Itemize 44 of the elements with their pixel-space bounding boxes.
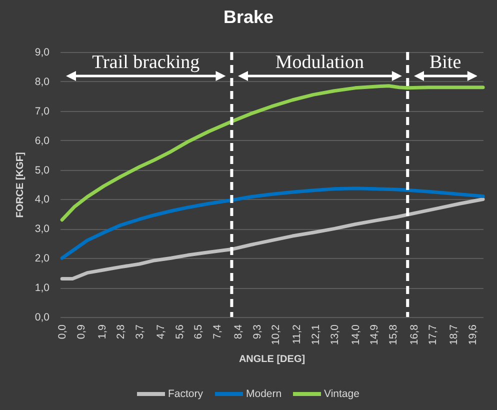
annotation: Bite bbox=[429, 52, 462, 73]
line-series bbox=[60, 186, 485, 260]
x-tick-label: 7,4 bbox=[212, 324, 224, 340]
y-tick-label: 5,0 bbox=[34, 164, 50, 176]
annotation: Modulation bbox=[275, 52, 364, 73]
chart-title: Brake bbox=[223, 7, 274, 27]
x-tick-label: 19,6 bbox=[467, 324, 480, 345]
legend-label: Vintage bbox=[324, 388, 360, 400]
y-tick-label: 8,0 bbox=[34, 76, 50, 88]
x-tick-label: 1,9 bbox=[96, 324, 108, 340]
x-tick-label: 9,3 bbox=[251, 324, 264, 340]
legend-label: Modern bbox=[246, 388, 282, 400]
x-tick-label: 2,8 bbox=[115, 324, 128, 340]
y-tick-label: 7,0 bbox=[34, 105, 50, 118]
x-tick-label: 3,7 bbox=[134, 324, 146, 340]
x-tick-label: 8,4 bbox=[232, 324, 244, 340]
x-tick-label: 14,9 bbox=[368, 324, 381, 345]
line-series bbox=[60, 197, 485, 280]
x-tick-label: 5,6 bbox=[174, 324, 186, 340]
annotation: Trail bracking bbox=[92, 52, 200, 73]
y-tick-label: 0,0 bbox=[34, 312, 50, 324]
y-tick-label: 2,0 bbox=[34, 252, 50, 265]
x-tick-label: 4,7 bbox=[155, 324, 168, 340]
x-tick-label: 0,9 bbox=[75, 324, 88, 340]
y-tick-label: 3,0 bbox=[34, 223, 50, 236]
x-tick-label: 17,7 bbox=[427, 324, 440, 345]
x-tick-label: 14,0 bbox=[350, 324, 362, 345]
x-tick-label: 12,1 bbox=[310, 324, 322, 345]
x-tick-label: 6,5 bbox=[192, 324, 205, 340]
y-axis-title: FORCE [KGF] bbox=[14, 152, 26, 218]
x-tick-label: 15,8 bbox=[387, 324, 400, 345]
x-tick-label: 11,2 bbox=[291, 324, 304, 344]
x-tick-label: 0,0 bbox=[56, 324, 69, 340]
x-tick-label: 18,7 bbox=[448, 324, 460, 345]
line-series bbox=[60, 84, 485, 222]
y-tick-label: 6,0 bbox=[34, 134, 50, 147]
x-axis-title: ANGLE [DEG] bbox=[238, 354, 306, 365]
legend-label: Factory bbox=[168, 388, 204, 400]
y-tick-label: 4,0 bbox=[34, 194, 50, 206]
x-tick-label: 13,0 bbox=[328, 324, 341, 345]
y-tick-label: 9,0 bbox=[34, 46, 50, 58]
x-tick-label: 10,2 bbox=[270, 324, 282, 345]
x-tick-label: 16,8 bbox=[408, 324, 420, 345]
y-tick-label: 1,0 bbox=[34, 282, 50, 294]
